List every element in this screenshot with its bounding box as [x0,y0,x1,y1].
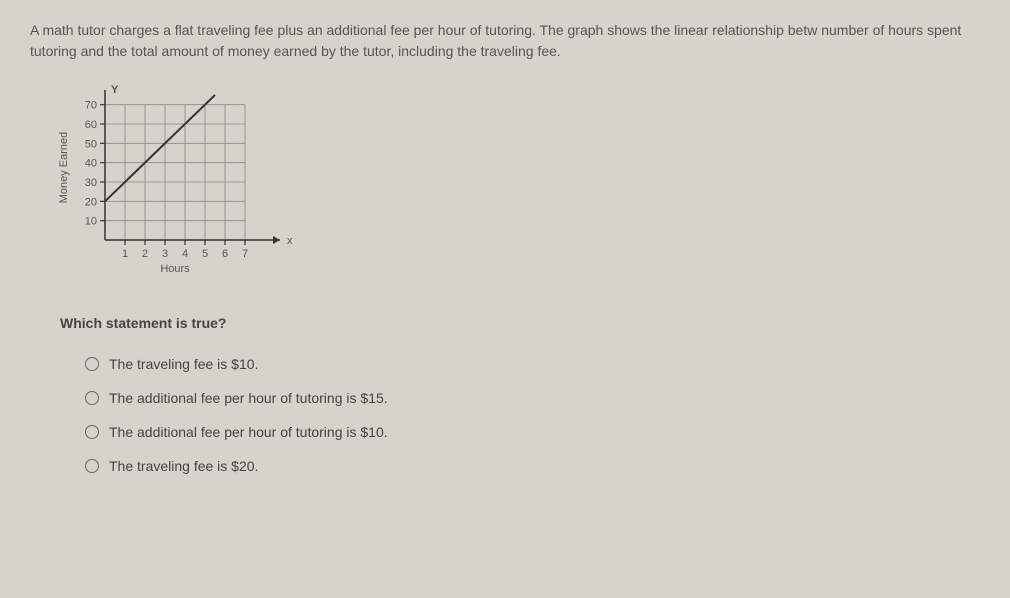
svg-text:70: 70 [85,100,97,112]
option-label: The traveling fee is $10. [109,356,258,372]
svg-text:Hours: Hours [160,263,190,275]
svg-text:6: 6 [222,248,228,260]
option-label: The additional fee per hour of tutoring … [109,390,388,406]
svg-text:60: 60 [85,119,97,131]
option-1[interactable]: The traveling fee is $10. [85,356,980,372]
option-label: The additional fee per hour of tutoring … [109,424,388,440]
svg-text:40: 40 [85,158,97,170]
option-label: The traveling fee is $20. [109,458,258,474]
svg-text:5: 5 [202,248,208,260]
problem-text: A math tutor charges a flat traveling fe… [30,20,980,62]
svg-text:20: 20 [85,196,97,208]
question-text: Which statement is true? [60,315,980,331]
svg-text:Money Earned: Money Earned [58,132,70,204]
svg-text:2: 2 [142,248,148,260]
svg-text:50: 50 [85,138,97,150]
option-2[interactable]: The additional fee per hour of tutoring … [85,390,980,406]
svg-text:Y: Y [111,84,119,96]
chart: 123456710203040506070YxHoursMoney Earned [50,80,280,290]
svg-text:30: 30 [85,177,97,189]
svg-text:3: 3 [162,248,168,260]
radio-icon [85,459,99,473]
svg-text:7: 7 [242,248,248,260]
option-4[interactable]: The traveling fee is $20. [85,458,980,474]
svg-text:1: 1 [122,248,128,260]
svg-text:x: x [287,235,293,247]
options-list: The traveling fee is $10. The additional… [85,356,980,474]
radio-icon [85,357,99,371]
radio-icon [85,391,99,405]
svg-text:10: 10 [85,216,97,228]
radio-icon [85,425,99,439]
option-3[interactable]: The additional fee per hour of tutoring … [85,424,980,440]
svg-text:4: 4 [182,248,188,260]
